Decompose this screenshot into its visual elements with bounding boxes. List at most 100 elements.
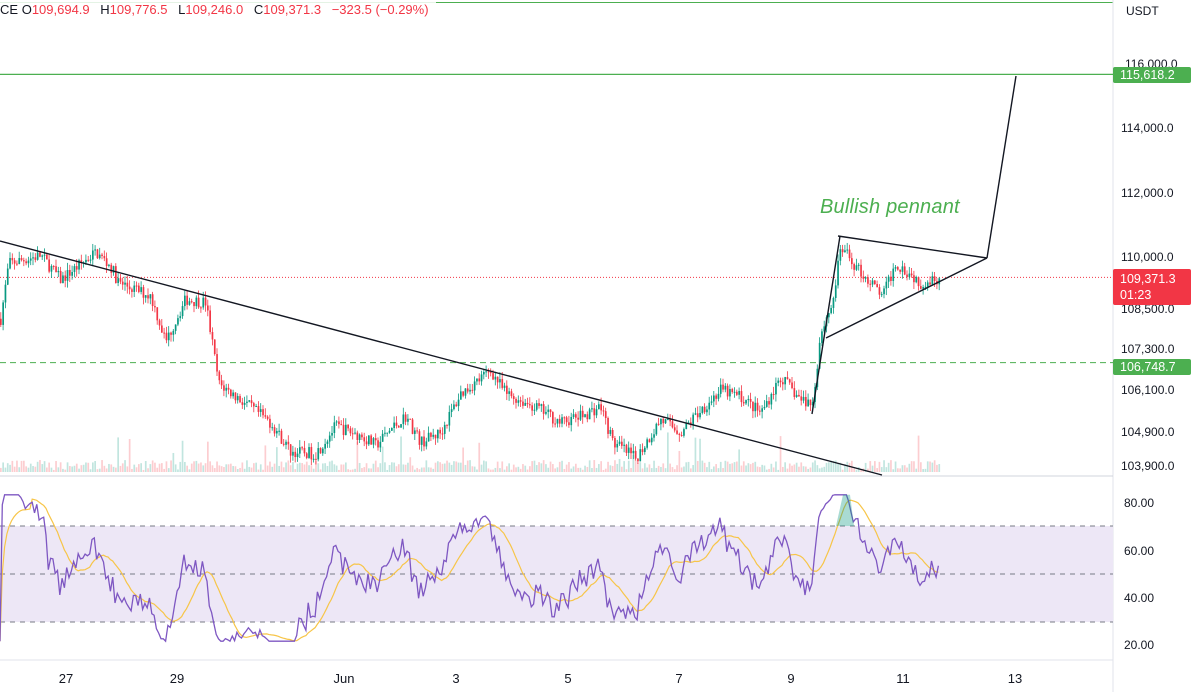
candle-body bbox=[586, 414, 589, 420]
volume-bar bbox=[752, 462, 754, 472]
volume-bar bbox=[512, 464, 515, 472]
volume-bar bbox=[673, 469, 676, 472]
volume-bar bbox=[759, 467, 761, 472]
candle-body bbox=[105, 258, 108, 266]
volume-bar bbox=[416, 467, 418, 472]
candle-body bbox=[397, 425, 400, 428]
support-price-tag: 106,748.7 bbox=[1113, 359, 1191, 375]
volume-bar bbox=[377, 467, 379, 472]
candle-body bbox=[910, 273, 913, 276]
volume-bar bbox=[535, 465, 538, 472]
volume-bar bbox=[538, 462, 540, 472]
candle-body bbox=[634, 450, 637, 459]
candle-body bbox=[715, 395, 717, 399]
candle-body bbox=[69, 269, 71, 276]
candle-body bbox=[294, 451, 297, 458]
volume-bar bbox=[239, 467, 241, 472]
volume-bar bbox=[554, 468, 556, 472]
volume-bar bbox=[650, 468, 653, 472]
volume-bar bbox=[667, 432, 669, 472]
volume-bar bbox=[901, 465, 904, 472]
candle-body bbox=[78, 260, 80, 270]
candle-body bbox=[299, 447, 301, 454]
volume-bar bbox=[775, 461, 777, 472]
candle-body bbox=[177, 318, 179, 325]
volume-bar bbox=[71, 466, 73, 472]
candle-body bbox=[763, 406, 766, 409]
volume-bar bbox=[154, 462, 156, 472]
volume-bar bbox=[591, 468, 593, 472]
volume-bar bbox=[188, 469, 191, 472]
volume-bar bbox=[342, 464, 345, 472]
candle-body bbox=[828, 313, 830, 318]
volume-bar bbox=[834, 460, 837, 472]
volume-bar bbox=[788, 463, 791, 472]
volume-bar bbox=[257, 469, 260, 472]
volume-bar bbox=[549, 461, 552, 472]
volume-bar bbox=[770, 463, 773, 472]
volume-bar bbox=[149, 464, 152, 472]
candle-body bbox=[439, 429, 441, 434]
volume-bar bbox=[78, 468, 80, 472]
candle-body bbox=[305, 453, 308, 458]
volume-bar bbox=[358, 462, 361, 472]
volume-bar bbox=[379, 463, 382, 472]
volume-bar bbox=[736, 461, 738, 472]
candle-body bbox=[112, 266, 115, 273]
candle-body bbox=[837, 260, 839, 286]
volume-bar bbox=[460, 462, 462, 472]
volume-bar bbox=[503, 469, 506, 472]
volume-bar bbox=[570, 468, 573, 472]
candle-body bbox=[848, 249, 851, 259]
candle-body bbox=[671, 421, 674, 428]
candle-body bbox=[96, 249, 99, 259]
candles[interactable] bbox=[0, 242, 941, 466]
currency-label[interactable]: USDT bbox=[1126, 4, 1159, 18]
volume-bar bbox=[669, 463, 671, 472]
candle-body bbox=[487, 371, 490, 373]
rsi-tick: 20.00 bbox=[1124, 638, 1155, 652]
candle-body bbox=[202, 297, 205, 308]
volume-bar bbox=[821, 467, 823, 472]
volume-bar bbox=[87, 462, 90, 472]
volume-bar bbox=[756, 466, 759, 472]
candle-body bbox=[264, 415, 267, 417]
volume-bar bbox=[637, 463, 639, 472]
candle-body bbox=[494, 376, 497, 380]
candle-body bbox=[876, 284, 878, 288]
volume-bar bbox=[11, 460, 14, 472]
volume-bar bbox=[489, 469, 492, 472]
candle-body bbox=[326, 441, 329, 444]
candle-body bbox=[602, 410, 605, 412]
volume-bar bbox=[552, 464, 554, 472]
candle-body bbox=[218, 371, 221, 381]
volume-bar bbox=[632, 454, 635, 472]
volume-bar bbox=[483, 460, 485, 472]
volume-bar bbox=[926, 461, 929, 472]
volume-bar bbox=[269, 461, 271, 472]
volume-bar bbox=[545, 464, 547, 472]
candle-body bbox=[98, 254, 101, 259]
volume-bar bbox=[354, 468, 356, 472]
volume-bar bbox=[75, 463, 78, 472]
trendline-drawings[interactable] bbox=[0, 75, 1017, 476]
volume-bar bbox=[29, 463, 32, 472]
volume-bar bbox=[414, 469, 416, 472]
volume-bar bbox=[853, 468, 855, 472]
candle-body bbox=[29, 258, 32, 261]
volume-bar bbox=[738, 449, 740, 472]
volume-bar bbox=[181, 440, 184, 472]
candle-body bbox=[227, 387, 230, 390]
volume-bar bbox=[784, 462, 786, 472]
bar-countdown: 01:23 bbox=[1120, 288, 1152, 302]
candle-body bbox=[87, 259, 90, 261]
candle-body bbox=[687, 422, 690, 424]
candle-body bbox=[184, 295, 186, 307]
volume-bar bbox=[48, 462, 50, 472]
volume-bar bbox=[241, 462, 244, 472]
volume-bar bbox=[115, 467, 117, 472]
volume-bar bbox=[4, 467, 7, 472]
pattern-annotation[interactable]: Bullish pennant bbox=[820, 196, 960, 218]
date-tick: 9 bbox=[787, 671, 795, 686]
